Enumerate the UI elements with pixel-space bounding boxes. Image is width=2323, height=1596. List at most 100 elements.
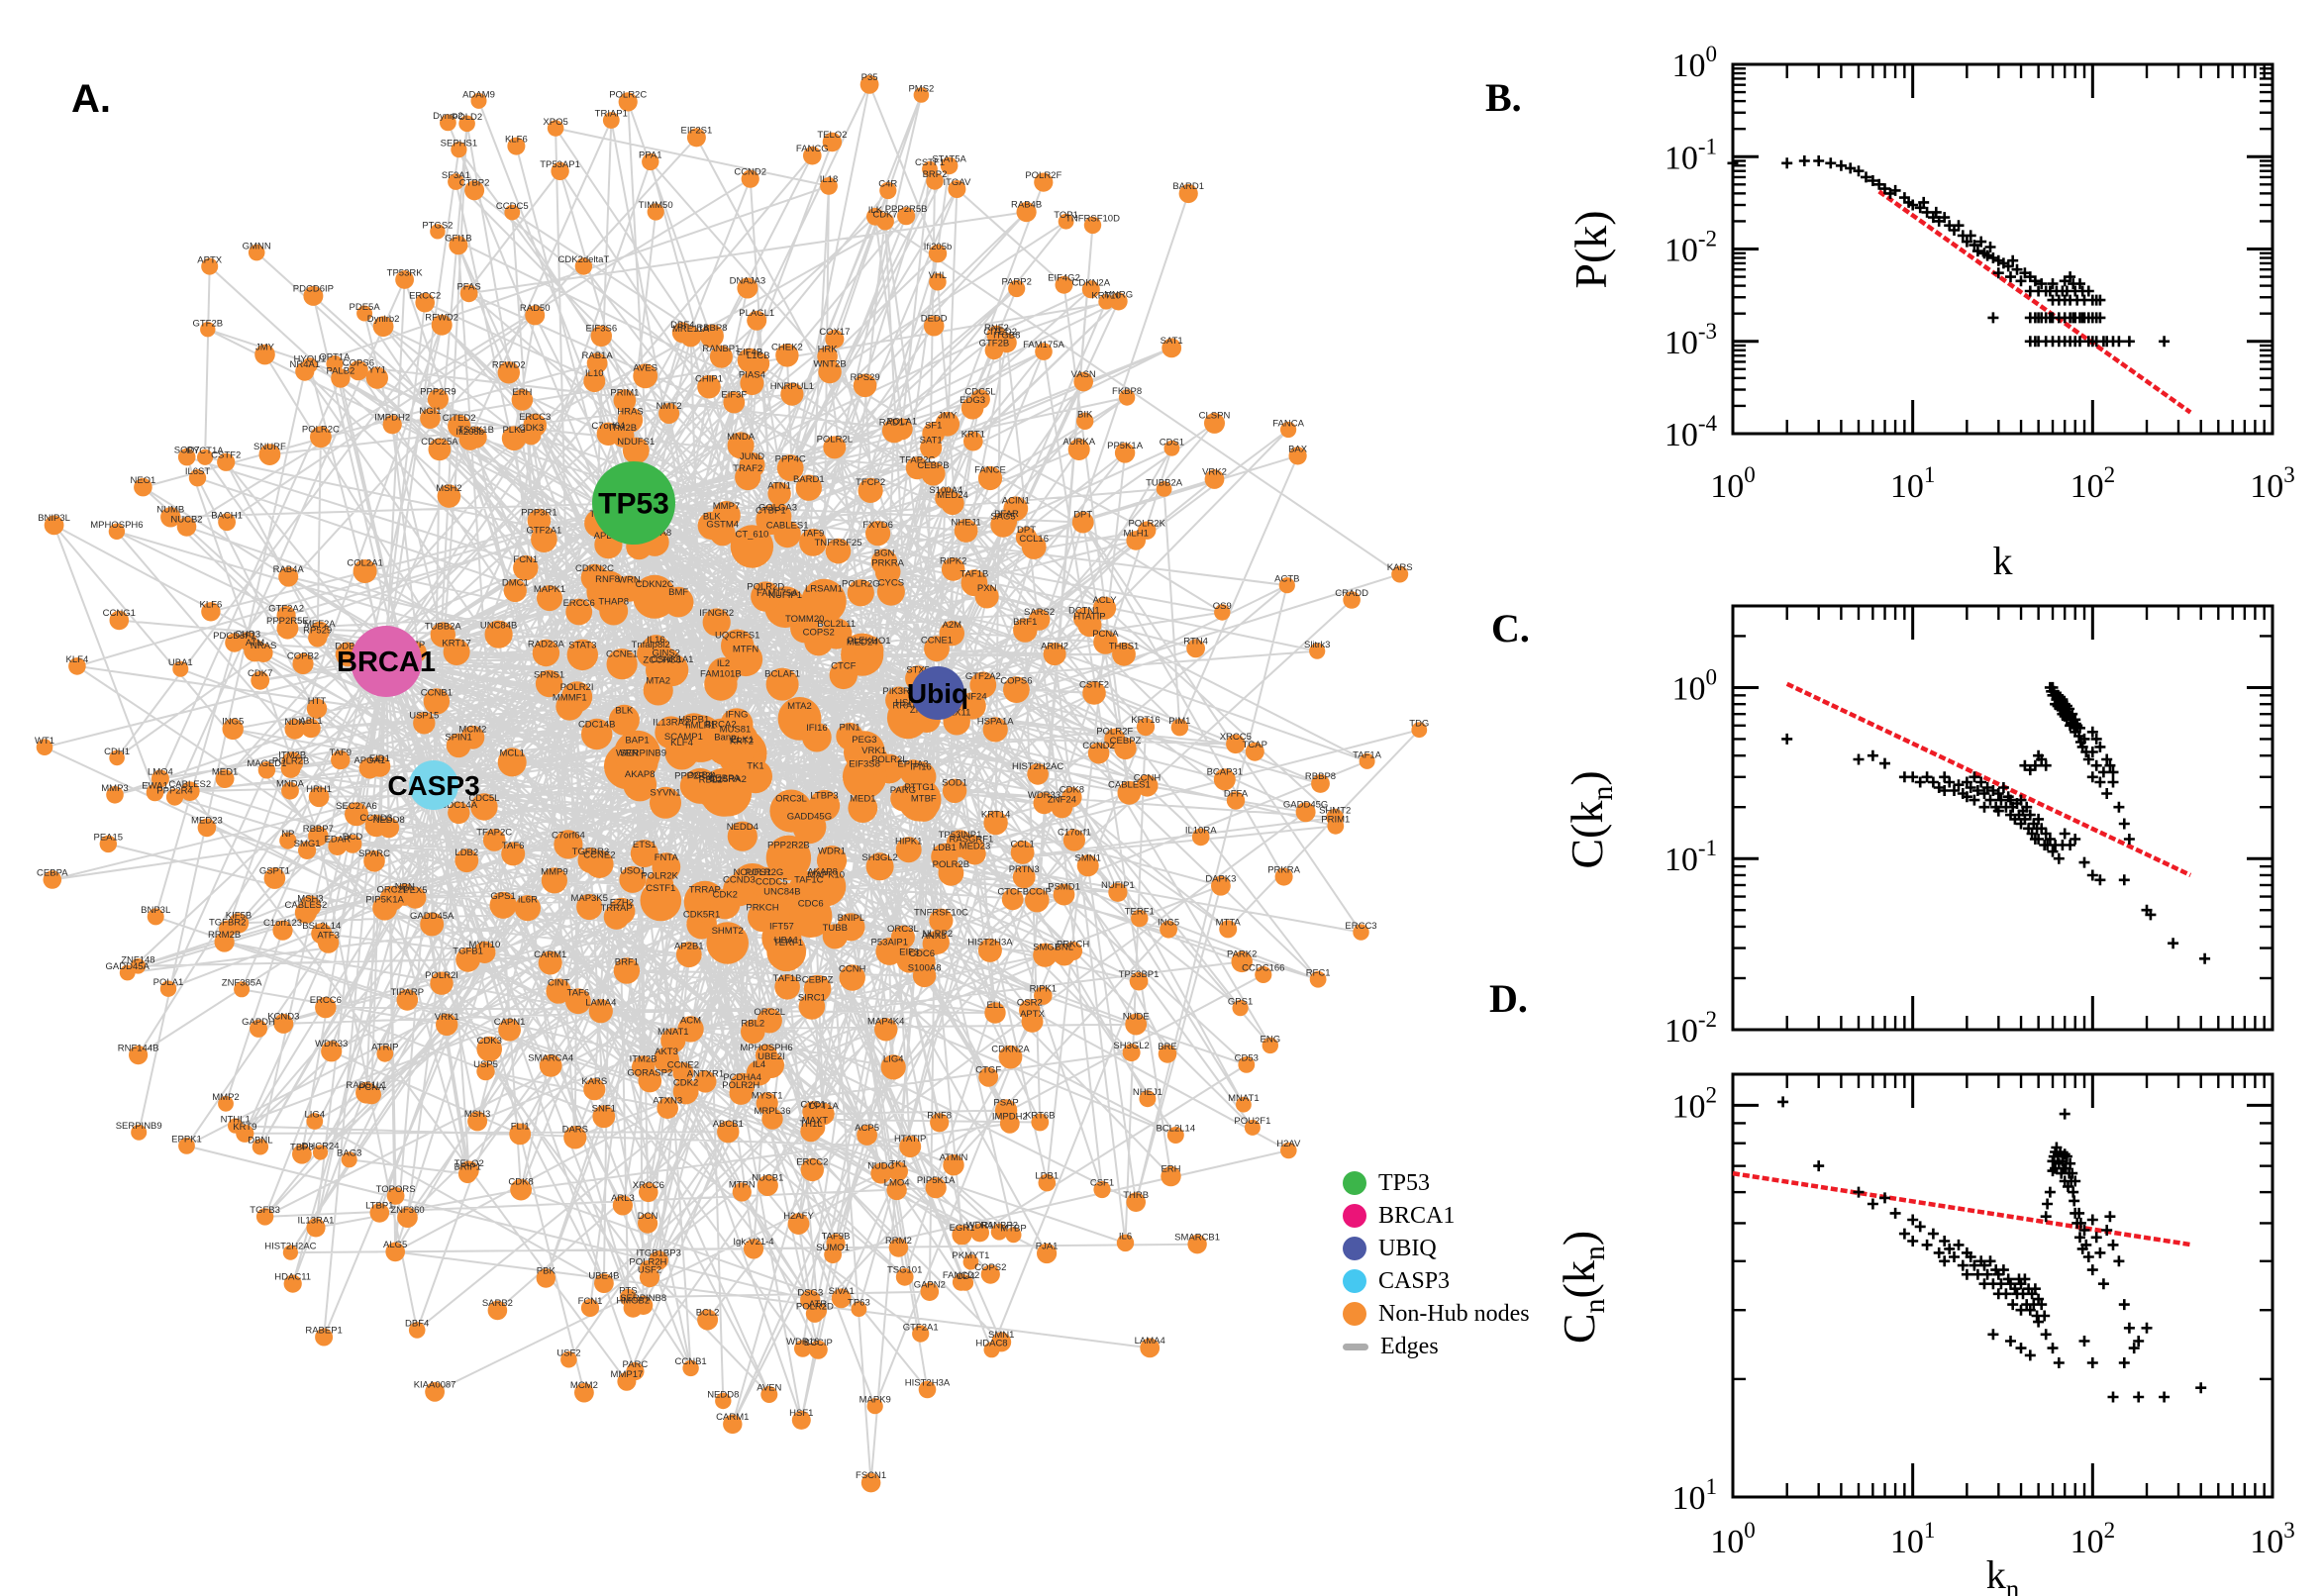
non-hub-node: [1160, 920, 1177, 939]
non-hub-node: [799, 529, 827, 556]
non-hub-node: [302, 357, 318, 373]
gene-label: WDR33: [315, 1039, 348, 1049]
legend-item: Non-Hub nodes: [1343, 1301, 1530, 1327]
non-hub-node: [1037, 1243, 1058, 1264]
gene-label: GTF2A2: [965, 671, 1001, 682]
non-hub-node: [707, 730, 743, 765]
gene-label: TNFRSF10D: [1065, 214, 1120, 225]
non-hub-node: [870, 1162, 892, 1184]
gene-label: BRP2: [923, 169, 948, 180]
gene-label: RAB4B: [1011, 200, 1042, 211]
non-hub-node: [680, 326, 702, 348]
non-hub-node: [448, 414, 471, 438]
gene-label: FAM175A: [1023, 340, 1064, 350]
non-hub-node: [848, 793, 878, 823]
non-hub-node: [963, 843, 986, 865]
non-hub-node: [820, 177, 838, 195]
gene-label: PBK: [537, 1266, 556, 1277]
gene-label: CCL1: [1010, 840, 1034, 850]
hub-label-ubiq: Ubiq: [907, 678, 968, 709]
gene-label: EIF3F: [721, 390, 747, 401]
fit-line: [1732, 1170, 2193, 1247]
non-hub-node: [498, 1018, 521, 1042]
non-hub-node: [315, 1328, 334, 1347]
gene-label: C17orf1: [1058, 828, 1091, 839]
gene-label: BARD1: [793, 474, 825, 485]
non-hub-node: [554, 830, 583, 859]
gene-label: TERF1: [773, 938, 803, 948]
tick-label: 10-2: [1665, 1007, 1717, 1049]
gene-label: BACH1: [211, 510, 243, 521]
gene-label: NGI1: [419, 406, 441, 417]
gene-label: TUBB2A: [1146, 477, 1183, 488]
legend-item-label: TP53: [1378, 1169, 1431, 1196]
gene-label: hMLH1: [685, 720, 716, 731]
non-hub-node: [1411, 722, 1428, 739]
charts-panel: 100 101 102 10310010-110-210-310-4P(k)kB.10…: [1485, 42, 2295, 1596]
non-hub-node: [253, 644, 273, 662]
gene-label: CCND3: [359, 813, 392, 824]
gene-label: NHEJ1: [952, 518, 981, 529]
plot-frame: [1731, 1072, 2274, 1499]
gene-label: TGFBR3: [572, 847, 609, 857]
gene-label: GAPN2: [914, 1280, 946, 1291]
axis-ticks: [1731, 62, 2274, 436]
gene-label: CYC1: [800, 1099, 825, 1110]
gene-label: ITGB8: [993, 331, 1020, 342]
non-hub-node: [583, 370, 606, 393]
non-hub-node: [913, 87, 930, 103]
gene-label: BNIPL: [838, 913, 864, 924]
non-hub-node: [281, 751, 304, 774]
non-hub-node: [658, 403, 680, 424]
gene-label: UBA1: [774, 935, 799, 946]
non-hub-node: [749, 866, 780, 898]
non-hub-node: [925, 1177, 947, 1199]
non-hub-node: [437, 484, 461, 508]
non-hub-node: [1126, 1192, 1146, 1212]
gene-label: ACP5: [855, 1123, 879, 1134]
gene-label: BFAR: [994, 509, 1019, 520]
gene-label: EZH2: [610, 897, 634, 908]
gene-label: MMP2: [212, 1092, 239, 1103]
gene-label: PIK3R1: [882, 686, 915, 697]
gene-label: SUMO1: [816, 1243, 850, 1253]
gene-label: KIAA0087: [414, 1379, 456, 1390]
gene-label: GADD45G: [1283, 800, 1328, 811]
non-hub-node: [825, 538, 852, 564]
non-hub-node: [1055, 275, 1073, 294]
gene-label: TUBB2A: [425, 621, 462, 632]
gene-label: CT_610: [735, 529, 768, 540]
non-hub-node: [999, 1113, 1020, 1134]
gene-label: UNC84B: [763, 887, 801, 898]
gene-label: CDKN2C: [575, 563, 614, 574]
non-hub-node: [606, 648, 638, 680]
gene-label: TGFBR2: [209, 917, 246, 928]
gene-label: PEG3: [852, 735, 876, 746]
gene-label: FANCE: [974, 465, 1006, 476]
gene-label: POLR2L: [871, 754, 907, 765]
non-hub-node: [654, 1047, 679, 1073]
non-hub-node: [108, 523, 126, 540]
gene-label: KRT17: [442, 639, 470, 649]
gene-label: KRT14: [981, 810, 1010, 821]
non-hub-node: [219, 920, 237, 938]
gene-label: AVES: [633, 362, 657, 373]
non-hub-node: [808, 789, 841, 822]
non-hub-node: [881, 418, 907, 444]
non-hub-node: [197, 449, 214, 465]
gene-label: CDC5L: [468, 793, 499, 804]
gene-label: XPO5: [543, 117, 567, 128]
legend-item: CASP3: [1343, 1268, 1530, 1294]
non-hub-node: [854, 635, 884, 665]
non-hub-node: [1213, 768, 1236, 791]
gene-label: ARIH2: [1041, 642, 1068, 652]
non-hub-node: [1071, 511, 1094, 534]
gene-label: RFWD2: [425, 312, 458, 323]
gene-label: KCND3: [267, 1011, 299, 1022]
non-hub-node: [1238, 1056, 1256, 1073]
gene-label: BMF: [668, 587, 688, 598]
legend-dot-icon: [1343, 1269, 1366, 1293]
gene-label: SIRC1: [798, 993, 826, 1004]
gene-label: PP5K1A: [1107, 441, 1144, 451]
gene-label: NHEJ1: [1133, 1087, 1162, 1098]
